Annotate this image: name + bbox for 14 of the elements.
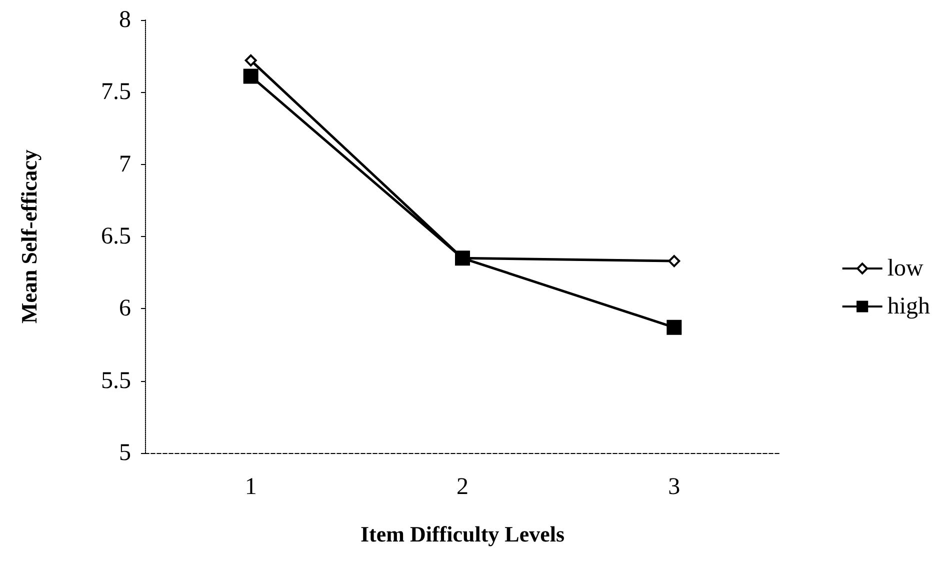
y-tick-label: 7: [119, 151, 131, 178]
y-tick-label: 5: [119, 440, 131, 466]
x-axis-title: Item Difficulty Levels: [360, 522, 565, 546]
y-axis-title: Mean Self-efficacy: [16, 149, 42, 324]
y-tick-label: 8: [119, 7, 131, 33]
y-tick-label: 7.5: [101, 79, 131, 106]
y-tick-label: 5.5: [101, 368, 131, 394]
x-tick-label: 2: [456, 474, 468, 500]
legend-label: low: [887, 256, 924, 282]
y-tick-label: 6: [119, 296, 131, 322]
x-tick-label: 1: [244, 474, 257, 500]
legend-label: high: [887, 294, 930, 320]
y-tick-label: 6.5: [101, 224, 131, 250]
x-tick-label: 3: [668, 474, 680, 500]
